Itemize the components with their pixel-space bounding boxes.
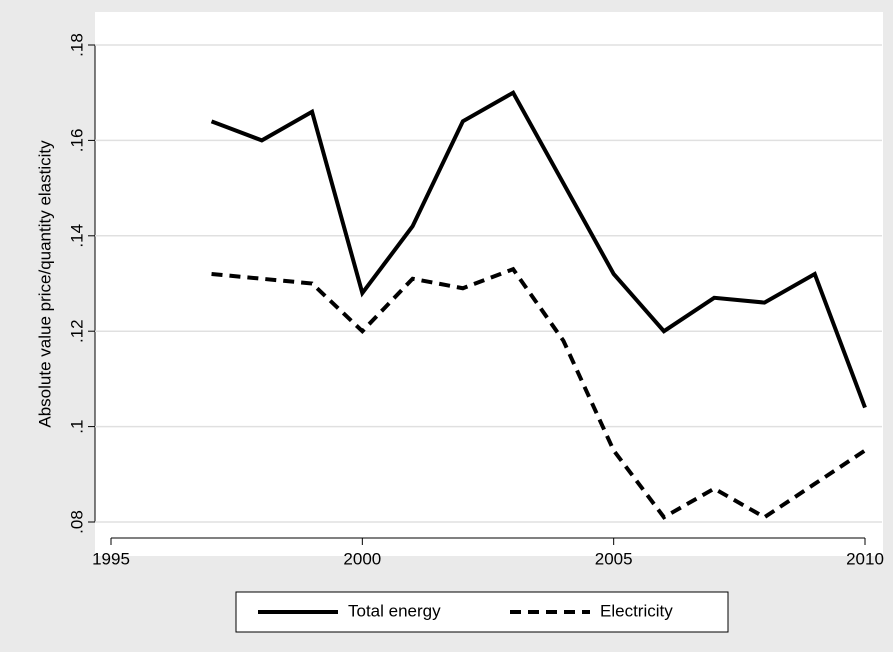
x-tick-label: 1995	[92, 549, 130, 568]
x-tick-label: 2005	[595, 549, 633, 568]
x-tick-label: 2010	[846, 549, 884, 568]
line-series	[210, 89, 867, 409]
y-axis-label: Absolute value price/quantity elasticity	[35, 140, 54, 428]
legend-label: Electricity	[600, 601, 673, 620]
y-tick-label: .16	[67, 129, 86, 153]
x-tick-label: 2000	[343, 549, 381, 568]
y-tick-label: .08	[67, 510, 86, 534]
line-series	[211, 266, 867, 520]
y-tick-label: .18	[67, 33, 86, 57]
y-tick-label: .12	[67, 319, 86, 343]
y-tick-label: .1	[67, 420, 86, 434]
legend-label: Total energy	[348, 601, 441, 620]
plot-area	[95, 12, 883, 556]
y-tick-label: .14	[67, 224, 86, 248]
